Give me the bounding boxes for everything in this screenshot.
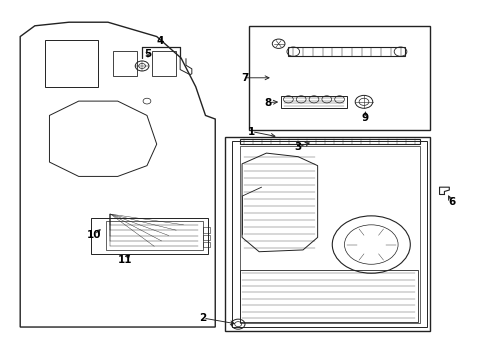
Text: 10: 10 — [87, 230, 102, 239]
Text: 5: 5 — [144, 49, 151, 59]
Text: 9: 9 — [361, 113, 368, 123]
Text: 2: 2 — [199, 313, 206, 323]
Text: 1: 1 — [248, 127, 255, 136]
Text: 11: 11 — [118, 255, 132, 265]
Text: 8: 8 — [264, 98, 271, 108]
Text: 6: 6 — [447, 197, 454, 207]
Text: 3: 3 — [294, 142, 301, 152]
Text: 7: 7 — [240, 73, 248, 83]
Text: 4: 4 — [157, 36, 164, 46]
